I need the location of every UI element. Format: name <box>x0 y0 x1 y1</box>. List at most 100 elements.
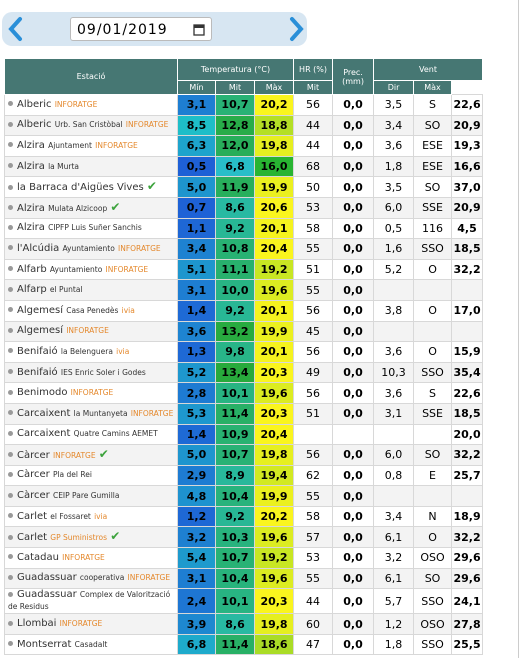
cell-hr: 44 <box>293 135 334 157</box>
station-cell: Carlet el Fossaret ivia <box>4 505 178 528</box>
cell-wind-max: 19,3 <box>451 135 484 157</box>
cell-hr <box>293 423 334 446</box>
cell-wind-max: 17,0 <box>451 299 484 322</box>
cell-max: 20,4 <box>253 423 295 446</box>
subcol-header: Mit <box>215 80 255 95</box>
cell-wind-mit <box>373 423 415 446</box>
station-cell: Alberic INFORATGE <box>4 94 178 116</box>
cell-wind-dir: ESE <box>413 155 453 178</box>
cell-wind-mit: 3,6 <box>373 341 415 363</box>
status-dot <box>8 452 13 458</box>
station-row: Carcaixent la Muntanyeta INFORATGE 5,3 11,… <box>4 402 484 425</box>
station-place: la Muntanyeta <box>73 408 128 418</box>
station-town: Carcaixent <box>17 407 71 419</box>
status-dot <box>8 471 13 477</box>
cell-mit: 11,1 <box>215 258 255 281</box>
date-input[interactable]: 09/01/2019 <box>70 17 212 41</box>
prev-day[interactable] <box>6 16 26 42</box>
station-cell: Càrcer Pla del Rei <box>4 464 178 487</box>
cell-hr: 51 <box>293 258 334 281</box>
cell-wind-max: 29,6 <box>451 567 484 590</box>
cell-mit: 13,2 <box>215 320 255 343</box>
cell-wind-mit: 6,1 <box>373 526 415 549</box>
station-place: IES Enric Soler i Godes <box>60 367 146 377</box>
station-row: Alfarb Ayuntamiento INFORATGE 5,1 11,1 19,2… <box>4 258 484 281</box>
cell-prec: 0,0 <box>332 567 375 590</box>
cell-prec: 0,0 <box>332 155 375 178</box>
station-network: ivia <box>94 511 108 521</box>
station-town: Alfarp <box>17 284 47 296</box>
cell-hr: 57 <box>293 526 334 549</box>
status-dot <box>8 142 13 148</box>
cell-wind-dir: SO <box>413 567 453 590</box>
col-header: Vent <box>373 58 484 81</box>
cell-prec: 0,0 <box>332 176 375 198</box>
station-cell: la Barraca d'Aigües Vives ✔ <box>4 176 178 198</box>
cell-min: 6,3 <box>177 135 216 157</box>
station-town: Alzira <box>17 139 45 151</box>
next-day[interactable] <box>286 16 306 42</box>
status-dot <box>8 369 13 375</box>
cell-hr: 51 <box>293 402 334 425</box>
cell-mit: 10,1 <box>215 588 255 615</box>
cell-wind-dir: SO <box>413 176 453 198</box>
cell-wind-mit <box>373 279 415 301</box>
station-place: la Belenguera <box>60 346 113 356</box>
cell-wind-mit: 3,5 <box>373 176 415 198</box>
cell-max: 19,9 <box>253 485 295 507</box>
status-dot <box>8 286 13 292</box>
cell-wind-mit: 6,1 <box>373 567 415 590</box>
cell-max: 20,1 <box>253 217 295 240</box>
cell-hr: 56 <box>293 299 334 322</box>
station-place: Mulata Alzicoop <box>48 203 108 213</box>
cell-wind-max: 22,6 <box>451 94 484 116</box>
cell-wind-max: 22,6 <box>451 382 484 404</box>
cell-mit: 13,4 <box>215 361 255 384</box>
calendar-icon[interactable] <box>193 23 205 36</box>
station-row: Carcaixent Quatre Camins AEMET 1,4 10,9 20,… <box>4 423 484 446</box>
station-row: Càrcer Pla del Rei 2,9 8,9 19,4 62 0,0 0,8 E 25,… <box>4 464 484 487</box>
cell-mit: 10,9 <box>215 423 255 446</box>
status-dot <box>8 184 13 190</box>
cell-max: 19,4 <box>253 464 295 487</box>
station-town: Alzira <box>17 202 45 214</box>
cell-wind-max <box>451 485 484 507</box>
status-dot <box>8 574 13 580</box>
status-dot <box>8 163 13 169</box>
cell-mit: 10,7 <box>215 547 255 569</box>
cell-prec: 0,0 <box>332 588 375 615</box>
station-row: Alzira Ajuntament INFORATGE 6,3 12,0 19,8 44… <box>4 135 484 157</box>
station-network: INFORATGE <box>54 99 98 109</box>
cell-max: 20,3 <box>253 588 295 615</box>
cell-hr: 58 <box>293 505 334 528</box>
station-row: Guadassuar Complex de Valorització de Re… <box>4 588 484 615</box>
subcol-header: Màx <box>413 80 453 95</box>
cell-wind-dir: SSE <box>413 196 453 219</box>
verified-check: ✔ <box>110 199 121 214</box>
cell-wind-dir <box>413 423 453 446</box>
station-row: Guadassuar cooperativa INFORATGE 3,1 10,4 1… <box>4 567 484 590</box>
cell-max: 20,3 <box>253 361 295 384</box>
station-town: Alfarb <box>17 263 47 275</box>
cell-wind-mit: 10,3 <box>373 361 415 384</box>
cell-prec: 0,0 <box>332 547 375 569</box>
status-dot <box>8 430 13 436</box>
cell-prec: 0,0 <box>332 526 375 549</box>
subcol-header: Mit <box>293 80 334 95</box>
cell-max: 20,6 <box>253 196 295 219</box>
cell-wind-mit: 3,2 <box>373 547 415 569</box>
cell-min: 5,0 <box>177 176 216 198</box>
cell-max: 19,8 <box>253 135 295 157</box>
station-cell: Algemesí Casa Penedès ivia <box>4 299 178 322</box>
status-dot <box>8 327 13 333</box>
station-row: Carlet GP Suministros ✔ 3,2 10,3 19,6 57 0,0 6… <box>4 526 484 549</box>
cell-min: 1,4 <box>177 299 216 322</box>
cell-wind-mit: 3,4 <box>373 114 415 137</box>
cell-wind-max: 25,5 <box>451 633 484 656</box>
station-row: Catadau INFORATGE 5,4 10,7 19,2 53 0,0 3,2 OSO 2… <box>4 547 484 569</box>
cell-hr: 68 <box>293 155 334 178</box>
scrollbar <box>518 0 519 658</box>
cell-wind-dir: O <box>413 299 453 322</box>
cell-wind-mit: 3,1 <box>373 402 415 425</box>
cell-hr: 55 <box>293 279 334 301</box>
